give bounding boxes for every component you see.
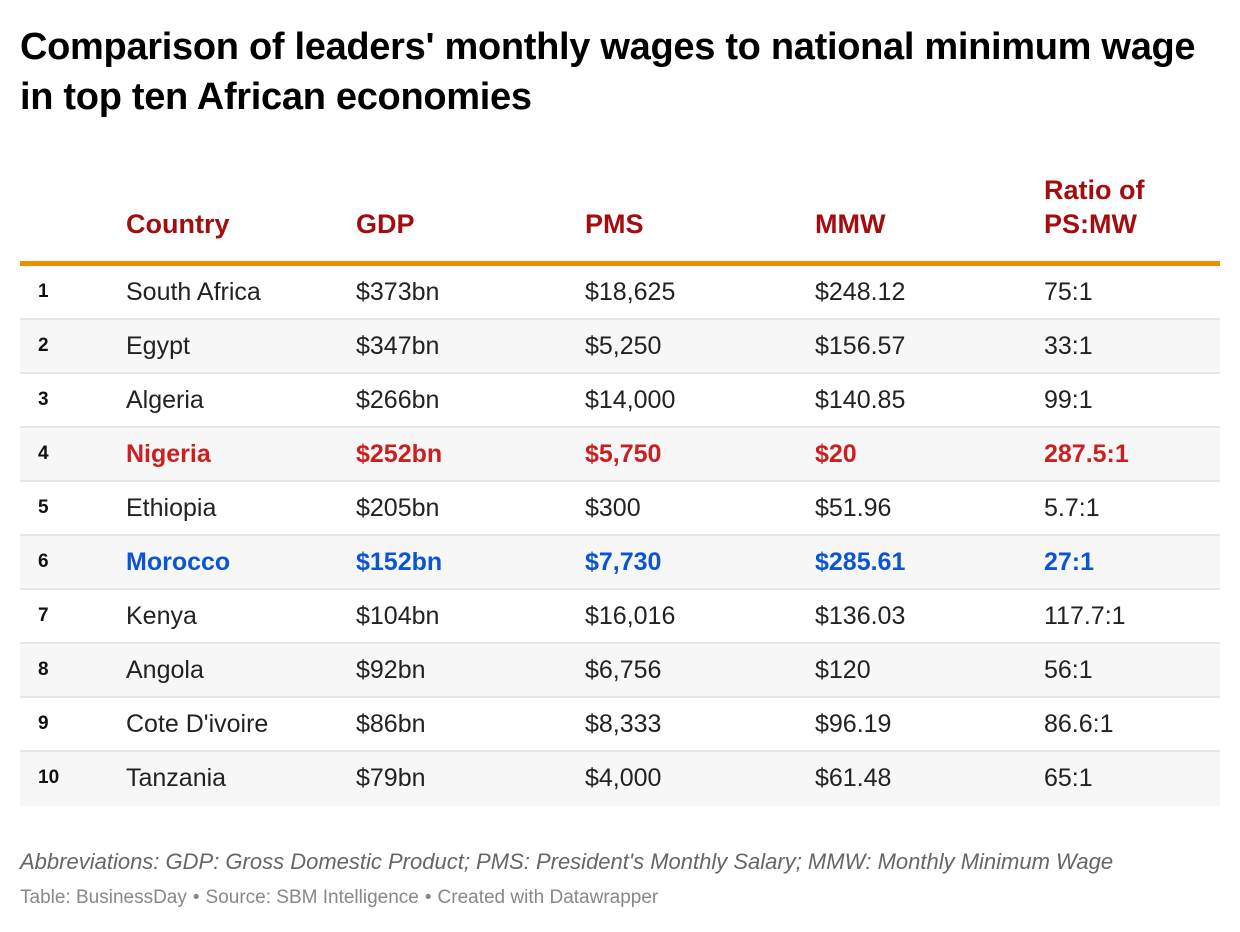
cell-rank: 10 [38,767,60,788]
header-ratio[interactable]: Ratio of PS:MW [1044,173,1145,241]
cell-mmw: $140.85 [815,386,906,414]
cell-gdp: $347bn [356,332,440,360]
cell-rank: 4 [38,443,49,464]
cell-gdp: $104bn [356,602,440,630]
cell-country: Nigeria [126,440,211,468]
cell-ratio: 65:1 [1044,764,1093,792]
cell-mmw: $96.19 [815,710,892,738]
cell-country: Cote D'ivoire [126,710,269,738]
cell-ratio: 56:1 [1044,656,1093,684]
cell-pms: $4,000 [585,764,662,792]
cell-pms: $5,750 [585,440,662,468]
cell-mmw: $51.96 [815,494,892,522]
cell-rank: 2 [38,335,49,356]
cell-ratio: 99:1 [1044,386,1093,414]
header-country[interactable]: Country [126,209,230,239]
cell-country: Tanzania [126,764,227,792]
credit-table: Table: BusinessDay [20,887,187,908]
cell-rank: 6 [38,551,49,572]
cell-country: Algeria [126,386,204,414]
cell-mmw: $285.61 [815,548,906,576]
cell-rank: 8 [38,659,49,680]
cell-mmw: $20 [815,440,857,468]
cell-gdp: $252bn [356,440,443,468]
cell-gdp: $205bn [356,494,440,522]
credit-created-with[interactable]: Created with Datawrapper [437,887,659,908]
table-row: 4 Nigeria $252bn $5,750 $20 287.5:1 [20,428,1220,482]
cell-ratio: 117.7:1 [1044,602,1126,630]
header-mmw[interactable]: MMW [815,209,886,239]
table-row: 5 Ethiopia $205bn $300 $51.96 5.7:1 [20,482,1220,536]
cell-mmw: $248.12 [815,278,906,306]
table-row: 7 Kenya $104bn $16,016 $136.03 117.7:1 [20,590,1220,644]
cell-ratio: 287.5:1 [1044,440,1129,468]
cell-pms: $6,756 [585,656,662,684]
cell-gdp: $152bn [356,548,443,576]
cell-gdp: $92bn [356,656,426,684]
cell-pms: $300 [585,494,641,522]
cell-country: Angola [126,656,204,684]
table-header: Country GDP PMS MMW Ratio of PS:MW [20,170,1220,266]
header-pms[interactable]: PMS [585,209,644,239]
cell-ratio: 27:1 [1044,548,1095,576]
cell-gdp: $79bn [356,764,426,792]
cell-pms: $5,250 [585,332,662,360]
cell-rank: 7 [38,605,49,626]
header-gdp[interactable]: GDP [356,209,415,239]
cell-ratio: 86.6:1 [1044,710,1114,738]
cell-pms: $18,625 [585,278,676,306]
table-row: 6 Morocco $152bn $7,730 $285.61 27:1 [20,536,1220,590]
credits-line: Table: BusinessDay • Source: SBM Intellige… [20,884,658,912]
cell-rank: 5 [38,497,49,518]
cell-rank: 9 [38,713,49,734]
cell-ratio: 33:1 [1044,332,1093,360]
cell-rank: 3 [38,389,49,410]
cell-pms: $16,016 [585,602,676,630]
table-row: 1 South Africa $373bn $18,625 $248.12 75:1 [20,266,1220,320]
abbreviations-note: Abbreviations: GDP: Gross Domestic Produ… [20,849,1114,874]
cell-mmw: $61.48 [815,764,892,792]
credit-separator: • [192,887,200,908]
cell-country: Ethiopia [126,494,217,522]
table-row: 2 Egypt $347bn $5,250 $156.57 33:1 [20,320,1220,374]
cell-gdp: $373bn [356,278,440,306]
cell-ratio: 75:1 [1044,278,1093,306]
cell-gdp: $86bn [356,710,426,738]
cell-country: Egypt [126,332,190,360]
table-row: 10 Tanzania $79bn $4,000 $61.48 65:1 [20,752,1220,806]
cell-ratio: 5.7:1 [1044,494,1100,522]
cell-mmw: $136.03 [815,602,906,630]
cell-pms: $8,333 [585,710,662,738]
credit-separator: • [424,887,432,908]
cell-pms: $14,000 [585,386,676,414]
table-body: 1 South Africa $373bn $18,625 $248.12 75:1 2 Eg… [20,266,1220,806]
table-row: 8 Angola $92bn $6,756 $120 56:1 [20,644,1220,698]
cell-mmw: $156.57 [815,332,906,360]
cell-country: Kenya [126,602,197,630]
cell-gdp: $266bn [356,386,440,414]
cell-rank: 1 [38,281,49,302]
cell-country: Morocco [126,548,231,576]
header-ratio-line2: PS:MW [1044,209,1137,239]
header-ratio-line1: Ratio of [1044,175,1145,205]
credit-source: Source: SBM Intelligence [205,887,419,908]
cell-mmw: $120 [815,656,871,684]
cell-pms: $7,730 [585,548,662,576]
table-title: Comparison of leaders' monthly wages to … [20,26,1196,118]
wages-table: Country GDP PMS MMW Ratio of PS:MW 1 Sout… [20,170,1220,806]
table-row: 3 Algeria $266bn $14,000 $140.85 99:1 [20,374,1220,428]
cell-country: South Africa [126,278,261,306]
table-row: 9 Cote D'ivoire $86bn $8,333 $96.19 86.6:1 [20,698,1220,752]
